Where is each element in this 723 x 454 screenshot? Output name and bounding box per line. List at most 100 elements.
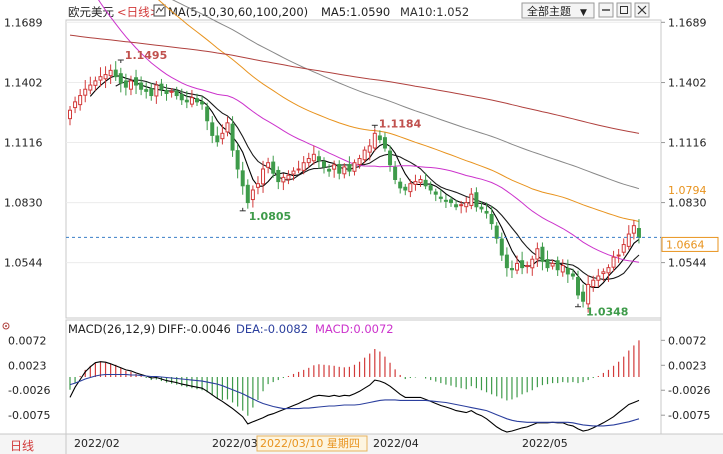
ma200-line [69,34,640,134]
candle-down [555,260,560,271]
candle-up [525,265,530,268]
period-tab[interactable]: 日线 [10,439,34,453]
candle-up [88,84,93,91]
candle-up [606,267,611,274]
theme-dropdown-label: 全部主题 [527,4,571,18]
high-label-1: 1.1495 [125,49,167,62]
candle-up [464,202,469,208]
main-y-axis: 1.1689 1.1689 1.1402 1.1402 1.1116 1.1116 1.08… [4,16,707,269]
macd-y-axis: 0.0072 0.0072 0.0023 0.0023 -0.0026 -0.0026 -0… [8,334,710,422]
candle-down [195,98,199,103]
candle-down [581,291,586,302]
candle-down [174,90,179,97]
restore-icon[interactable] [616,2,632,18]
candle-down [393,166,398,180]
candle-up [68,109,72,120]
symbol-label: 欧元美元 [68,5,114,19]
candle-down [484,210,489,214]
candle-up [372,132,377,149]
ma100-line [171,0,640,190]
low-label-2: 1.0348 [586,306,628,319]
candle-down [398,181,403,189]
candle-up [616,254,621,257]
candle-up [255,183,260,188]
y-tick-label-right: 1.0830 [668,197,707,210]
candle-down [240,170,245,187]
candle-down [438,196,443,199]
x-label-mar: 2022/03 [212,437,258,450]
close-icon[interactable] [634,2,650,18]
ma60-value-label: 1.0794 [668,184,707,197]
candle-down [454,204,459,208]
candle-down [443,199,448,202]
candle-down [382,137,387,149]
low-marker-1: 1.0805 [239,207,291,223]
candle-down [123,80,128,88]
ma-settings-icon[interactable] [153,4,166,17]
candle-up [601,271,606,275]
candle-down [449,199,453,204]
candle-up [459,204,464,207]
candle-down [504,254,509,269]
candle-up [408,183,413,193]
candle-up [352,162,357,172]
y-tick-label-left: 1.1402 [4,77,43,90]
candle-down [576,277,580,296]
candle-up [515,262,520,271]
y-tick-label-right: 1.1689 [668,16,707,29]
macd-hist-value: MACD:0.0072 [315,322,394,336]
candle-up [128,80,133,90]
x-label-may: 2022/05 [522,437,568,450]
candle-up [169,90,174,93]
candle-up [78,95,83,106]
candle-down [139,82,144,90]
candle-down [144,89,149,92]
macd-y-label-left: -0.0026 [8,384,50,397]
macd-diff-value: DIFF:-0.0046 [158,322,231,336]
macd-lines [69,361,640,433]
candle-down [570,273,575,277]
candle-down [205,106,210,122]
candle-down [337,163,342,174]
candle-up [535,248,540,260]
candle-up [225,122,230,133]
macd-y-label-right: 0.0023 [668,359,707,372]
candle-down [479,206,484,210]
high-marker-1: 1.1495 [117,49,167,64]
candle-down [545,259,550,269]
low-marker-2: 1.0348 [575,303,628,319]
candle-up [296,168,301,171]
ma60-line [157,0,640,222]
candle-up [362,149,367,161]
candle-up [261,168,266,185]
candle-down [474,192,479,208]
candle-down [423,179,428,187]
crosshair-date: 2022/03/10 星期四 [260,437,360,450]
candle-down [347,164,352,172]
candle-down [210,122,215,136]
candlesticks [68,61,641,313]
period-label[interactable]: <日线> [117,5,159,19]
minimize-icon[interactable] [598,2,614,18]
main-grid [66,21,661,264]
macd-settings-icon[interactable] [2,322,10,330]
theme-dropdown[interactable]: 全部主题 ▼ [521,2,595,19]
candle-up [530,258,535,269]
candle-down [245,184,250,204]
macd-y-label-left: 0.0023 [8,359,47,372]
candle-down [134,77,139,86]
candle-up [367,145,372,153]
candle-up [596,275,601,281]
candle-down [509,268,514,271]
y-tick-label-right: 1.1116 [668,137,707,150]
macd-y-label-right: -0.0026 [668,384,710,397]
candle-up [281,176,286,183]
candle-down [179,94,184,101]
candle-down [118,73,123,84]
candle-down [316,156,321,162]
current-price-tag: 1.0664 [661,236,719,252]
candle-up [154,84,159,97]
candle-down [200,101,205,105]
crosshair-date-tag: 2022/03/10 星期四 [256,435,368,452]
